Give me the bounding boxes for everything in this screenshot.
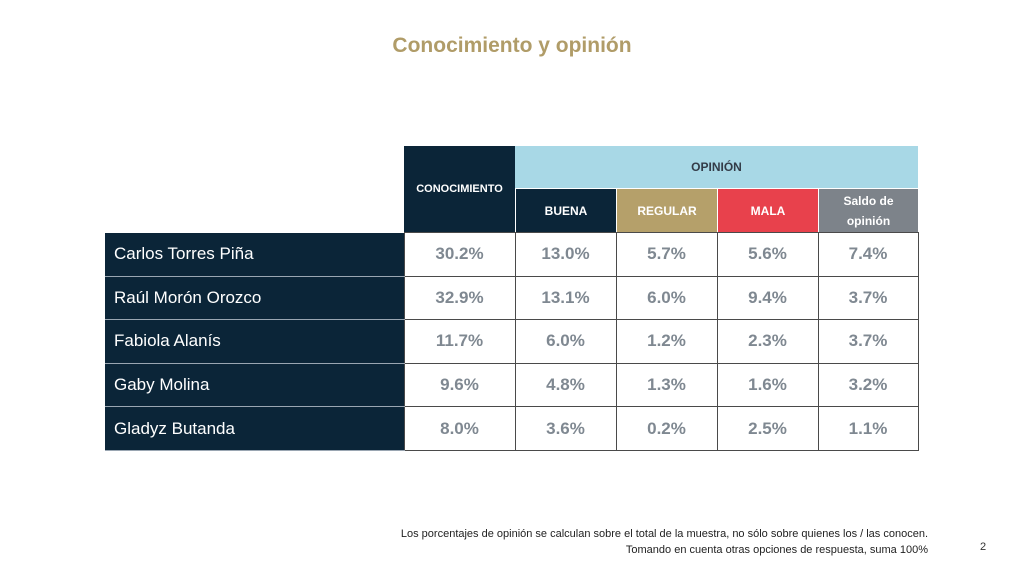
subheader-regular: REGULAR — [616, 189, 717, 232]
cell-saldo: 1.1% — [817, 406, 919, 451]
footnote: Los porcentajes de opinión se calculan s… — [401, 526, 928, 558]
subheader-mala: MALA — [717, 189, 818, 232]
cell-conocimiento: 11.7% — [403, 319, 516, 364]
subheader-saldo: Saldo de opinión — [818, 189, 918, 232]
cell-saldo: 3.7% — [817, 275, 919, 321]
cell-conocimiento: 30.2% — [403, 232, 516, 277]
header-conocimiento: CONOCIMIENTO — [404, 146, 515, 232]
footnote-line-1: Los porcentajes de opinión se calculan s… — [400, 528, 928, 540]
results-table: Carlos Torres Piña 30.2% 13.0% 5.7% 5.6% 7.4%… — [105, 232, 919, 451]
page-number: 2 — [980, 541, 987, 553]
candidate-name: Gladyz Butanda — [105, 406, 404, 451]
cell-conocimiento: 9.6% — [403, 362, 516, 408]
cell-regular: 1.2% — [615, 319, 718, 364]
table-row: Raúl Morón Orozco 32.9% 13.1% 6.0% 9.4% 3.7% — [105, 275, 919, 321]
candidate-name: Fabiola Alanís — [105, 319, 404, 364]
table-row: Carlos Torres Piña 30.2% 13.0% 5.7% 5.6% 7.4% — [105, 232, 919, 277]
cell-buena: 3.6% — [514, 406, 617, 451]
candidate-name: Gaby Molina — [105, 363, 404, 408]
cell-mala: 2.3% — [716, 319, 819, 364]
cell-regular: 5.7% — [615, 232, 718, 277]
cell-buena: 13.1% — [514, 275, 617, 321]
cell-regular: 6.0% — [615, 275, 718, 321]
subheader-buena: BUENA — [515, 189, 616, 232]
cell-saldo: 3.7% — [817, 319, 919, 364]
cell-mala: 5.6% — [716, 232, 819, 277]
cell-buena: 6.0% — [514, 319, 617, 364]
cell-regular: 0.2% — [615, 406, 718, 451]
cell-buena: 13.0% — [514, 232, 617, 277]
cell-buena: 4.8% — [514, 362, 617, 408]
page-title: Conocimiento y opinión — [392, 34, 632, 57]
cell-conocimiento: 8.0% — [403, 406, 516, 451]
cell-saldo: 7.4% — [817, 232, 919, 277]
cell-mala: 2.5% — [716, 406, 819, 451]
cell-mala: 9.4% — [716, 275, 819, 321]
cell-mala: 1.6% — [716, 362, 819, 408]
table-row: Gaby Molina 9.6% 4.8% 1.3% 1.6% 3.2% — [105, 362, 919, 408]
header-opinion: OPINIÓN — [515, 146, 918, 189]
footnote-line-2: Tomando en cuenta otras opciones de resp… — [625, 544, 928, 556]
table-row: Fabiola Alanís 11.7% 6.0% 1.2% 2.3% 3.7% — [105, 319, 919, 364]
candidate-name: Carlos Torres Piña — [105, 232, 404, 277]
cell-saldo: 3.2% — [817, 362, 919, 408]
table-row: Gladyz Butanda 8.0% 3.6% 0.2% 2.5% 1.1% — [105, 406, 919, 451]
cell-regular: 1.3% — [615, 362, 718, 408]
candidate-name: Raúl Morón Orozco — [105, 276, 404, 321]
cell-conocimiento: 32.9% — [403, 275, 516, 321]
